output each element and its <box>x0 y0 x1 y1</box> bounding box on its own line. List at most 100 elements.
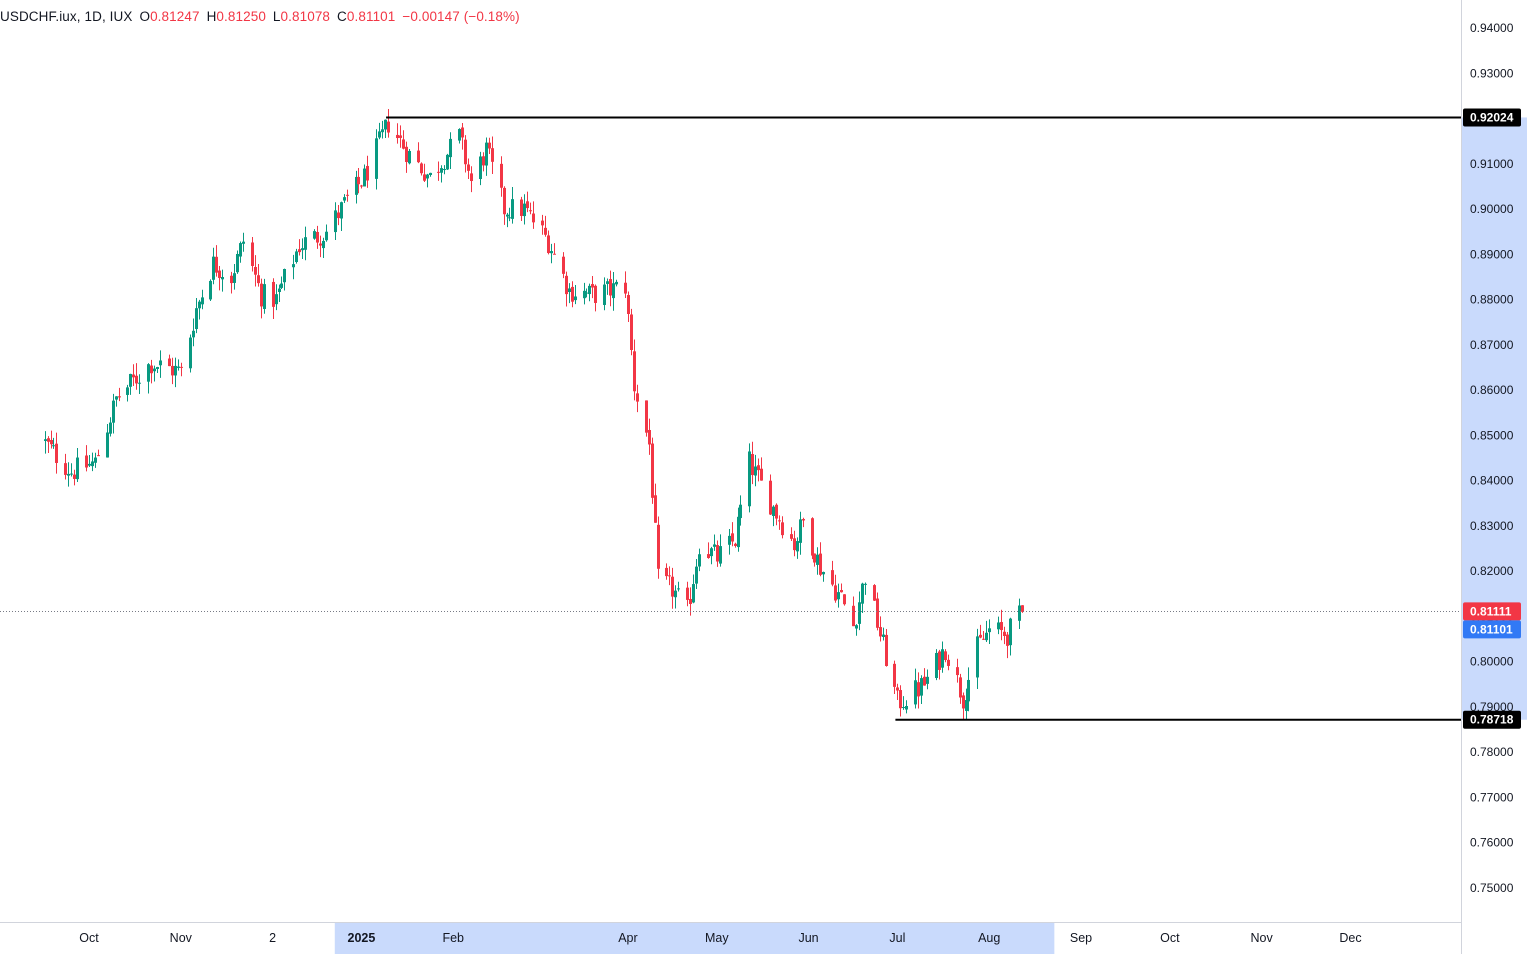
time-tick-label: Sep <box>1070 931 1092 945</box>
candle <box>544 215 547 237</box>
candle <box>221 269 224 292</box>
candle <box>298 239 301 256</box>
candle <box>831 560 834 587</box>
candle <box>464 135 467 173</box>
time-tick-label: 2025 <box>348 931 376 945</box>
candle <box>633 339 636 401</box>
candle <box>147 363 150 394</box>
candle <box>292 254 295 280</box>
candle <box>1000 609 1003 641</box>
candle <box>174 357 177 388</box>
candle <box>429 172 432 177</box>
symbol-legend: USDCHF.iux, 1D, IUX O0.81247 H0.81250 L0.81… <box>0 9 520 24</box>
time-tick-label: Oct <box>1160 931 1180 945</box>
candle <box>606 278 609 295</box>
candle <box>423 163 426 183</box>
candle <box>109 417 112 437</box>
candle <box>674 585 677 609</box>
candle <box>135 363 138 390</box>
candle <box>260 278 263 319</box>
candle <box>426 173 429 188</box>
candle <box>106 424 109 458</box>
candle <box>355 170 358 204</box>
candle <box>156 366 159 374</box>
candle <box>734 542 737 548</box>
time-tick-label: Dec <box>1339 931 1361 945</box>
candle <box>645 400 648 437</box>
candle <box>689 587 692 616</box>
candle <box>417 142 420 164</box>
candle <box>500 156 503 197</box>
candle <box>648 418 651 455</box>
candle <box>982 631 985 640</box>
candle <box>64 453 67 480</box>
candle <box>920 675 923 704</box>
candle <box>275 284 278 311</box>
candle <box>739 495 742 526</box>
candle <box>343 194 346 204</box>
price-tick-label: 0.83000 <box>1470 519 1514 533</box>
candle <box>366 155 369 188</box>
candle <box>1018 598 1021 629</box>
candle <box>482 152 485 172</box>
candle <box>695 558 698 589</box>
candle <box>541 214 544 235</box>
candle <box>769 474 772 516</box>
candles-layer <box>44 109 1024 720</box>
price-tick-label: 0.76000 <box>1470 836 1514 850</box>
time-tick-label: 2 <box>269 931 276 945</box>
candle <box>997 616 1000 635</box>
time-tick-label: Jul <box>889 931 905 945</box>
candle <box>728 528 731 555</box>
candle <box>153 365 156 382</box>
candle <box>917 672 920 709</box>
candle <box>129 373 132 395</box>
candle <box>340 201 343 232</box>
candle <box>209 279 212 301</box>
candle <box>873 584 876 601</box>
price-tick-label: 0.77000 <box>1470 790 1514 804</box>
time-tick-label: Apr <box>618 931 637 945</box>
candle <box>796 537 799 559</box>
candle <box>168 354 171 367</box>
candle <box>488 137 491 154</box>
price-tick-label: 0.80000 <box>1470 655 1514 669</box>
candle <box>778 515 781 530</box>
symbol-name[interactable]: USDCHF.iux <box>0 9 77 24</box>
time-tick-label: Nov <box>170 931 193 945</box>
candle <box>50 430 53 449</box>
price-tick-label: 0.93000 <box>1470 66 1514 80</box>
candle <box>177 359 180 371</box>
candle <box>550 243 553 264</box>
candle <box>313 229 316 240</box>
candle <box>751 441 754 485</box>
candle <box>189 334 192 373</box>
candle <box>935 649 938 681</box>
svg-text:0.78718: 0.78718 <box>1470 713 1514 727</box>
candle <box>503 186 506 225</box>
candle <box>112 393 115 434</box>
candle <box>150 359 153 384</box>
candle <box>212 247 215 285</box>
candle <box>446 153 449 170</box>
candle <box>947 654 950 671</box>
candle <box>73 469 76 486</box>
candle <box>574 284 577 305</box>
time-tick-label: May <box>705 931 729 945</box>
candle <box>85 445 88 472</box>
candle <box>713 534 716 551</box>
candle <box>360 184 363 189</box>
candle <box>511 186 514 224</box>
candle <box>651 437 654 504</box>
interval-label[interactable]: 1D <box>84 9 102 24</box>
candle <box>479 151 482 186</box>
candle <box>520 196 523 221</box>
candle <box>905 700 908 714</box>
candle <box>612 271 615 311</box>
candle <box>171 357 174 385</box>
candle <box>967 667 970 712</box>
candle <box>976 628 979 689</box>
open-value: 0.81247 <box>150 9 200 24</box>
